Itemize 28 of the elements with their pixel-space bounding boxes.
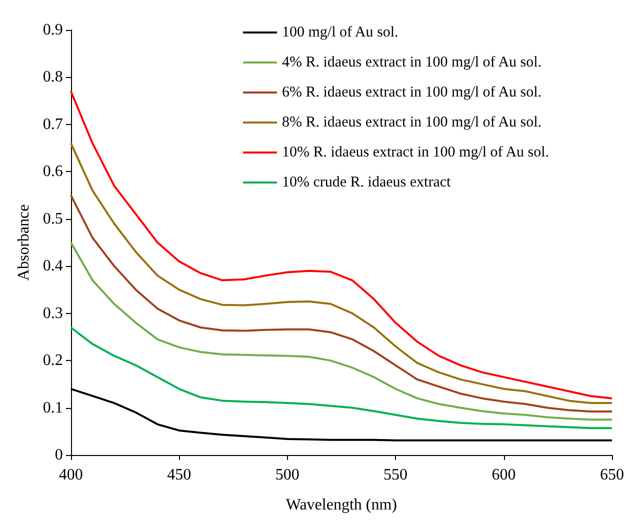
line-series <box>70 242 613 421</box>
y-tick-label: 0.5 <box>42 210 63 228</box>
x-axis-title: Wavelength (nm) <box>286 496 398 514</box>
y-tick-label: 0.3 <box>42 304 63 322</box>
legend-label: 8% R. idaeus extract in 100 mg/l of Au sol. <box>282 114 542 130</box>
x-tick-label: 600 <box>492 466 516 484</box>
y-axis-title: Absorbance <box>16 204 32 281</box>
legend-label: 100 mg/l of Au sol. <box>282 24 398 40</box>
y-tick-label: 0 <box>54 446 63 464</box>
y-tick-label: 0.9 <box>42 22 63 38</box>
y-tick-label: 0.2 <box>42 352 63 370</box>
legend-label: 4% R. idaeus extract in 100 mg/l of Au sol. <box>282 54 542 70</box>
x-tick-label: 400 <box>58 466 83 484</box>
y-tick-label: 0.8 <box>42 68 63 86</box>
y-tick-label: 0.7 <box>42 116 63 133</box>
line-series <box>70 194 613 413</box>
x-tick-label: 550 <box>384 466 408 484</box>
y-tick-label: 0.1 <box>42 399 63 416</box>
x-tick-label: 650 <box>600 466 624 484</box>
x-tick-label: 500 <box>275 466 300 484</box>
legend-label: 6% R. idaeus extract in 100 mg/l of Au sol. <box>282 84 542 100</box>
y-tick-label: 0.6 <box>42 163 63 180</box>
line-series <box>70 142 613 404</box>
y-tick-label: 0.4 <box>42 258 63 275</box>
x-tick-label: 450 <box>167 466 192 484</box>
legend-label: 10% R. idaeus extract in 100 mg/l of Au sol. <box>282 144 550 160</box>
legend-label: 10% crude R. idaeus extract <box>282 174 452 190</box>
line-series <box>70 326 613 430</box>
